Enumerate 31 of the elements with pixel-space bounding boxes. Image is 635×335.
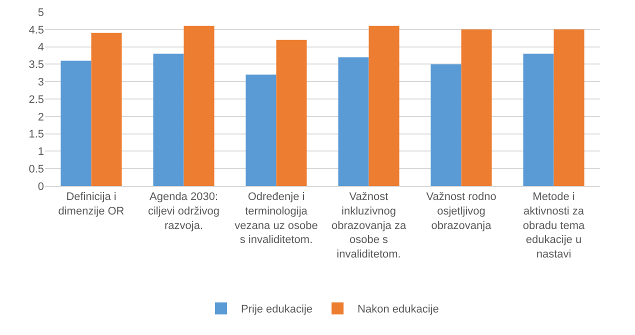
- x-tick-label: Agenda 2030: ciljevi održivog razvoja.: [148, 191, 220, 232]
- y-tick-label: 3: [38, 76, 44, 88]
- y-tick-label: 4.5: [28, 24, 44, 36]
- y-tick-label: 3.5: [28, 59, 44, 72]
- y-tick-label: 2: [38, 111, 44, 124]
- x-tick-label: Metode i aktivnosti za obradu tema edukacije u nastavi: [522, 191, 586, 260]
- legend-label: Prije edukacije: [241, 304, 313, 316]
- bar: [184, 26, 214, 186]
- bar: [91, 32, 122, 186]
- x-tick-label: Određenje i terminologija vezana uz osobe s invaliditetom.: [234, 191, 318, 246]
- y-tick-label: 1: [38, 146, 44, 158]
- y-tick-label: 0: [38, 180, 44, 193]
- x-tick-label: Definicija i dimenzije OR: [58, 191, 124, 218]
- bar: [554, 29, 584, 186]
- y-tick-label: 4: [38, 42, 44, 54]
- x-tick-label: Važnost inkluzivnog obrazovanja za osobe s invaliditetom.: [331, 191, 407, 260]
- bar: [430, 64, 462, 186]
- bar: [338, 57, 369, 186]
- y-tick-label: 0.5: [28, 163, 44, 176]
- legend-label: Nakon edukacije: [358, 304, 439, 316]
- bar: [368, 26, 400, 186]
- y-tick-label: 2.5: [28, 94, 44, 106]
- bar: [153, 54, 184, 186]
- x-tick-label: Važnost rodno osjetljivog obrazovanja: [426, 191, 496, 232]
- bar: [461, 29, 492, 186]
- y-tick-label: 1.5: [28, 128, 44, 141]
- y-tick-label: 5: [38, 6, 44, 19]
- bar: [523, 54, 554, 186]
- bar: [246, 74, 276, 186]
- bar: [276, 40, 307, 186]
- bar: [60, 60, 92, 186]
